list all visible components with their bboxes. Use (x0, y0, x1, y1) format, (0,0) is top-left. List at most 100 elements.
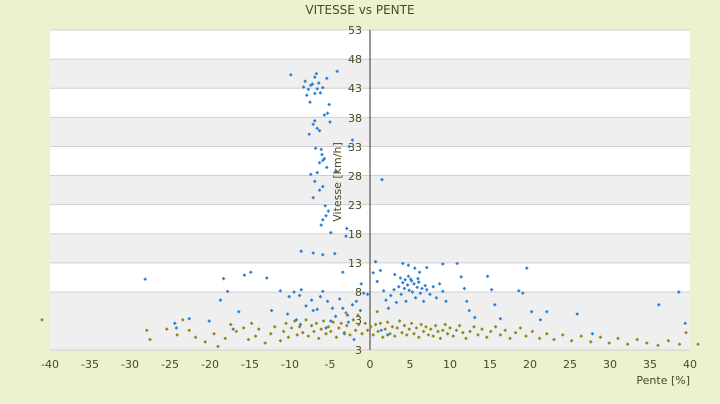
data-point (328, 329, 333, 334)
data-point (412, 266, 417, 270)
data-point (345, 313, 350, 318)
data-point (400, 280, 405, 285)
data-point (388, 331, 392, 336)
data-point (395, 326, 400, 330)
data-points (40, 69, 700, 349)
data-point (332, 251, 337, 256)
x-tick-label: 35 (643, 358, 657, 371)
data-point (376, 329, 380, 334)
data-point (380, 335, 385, 340)
data-point (403, 277, 408, 282)
data-point (472, 324, 476, 329)
data-point (410, 290, 415, 294)
data-point (319, 327, 324, 331)
data-point (148, 337, 152, 342)
data-point (223, 336, 228, 341)
y-tick-label: 18 (348, 228, 362, 241)
data-point (560, 333, 565, 337)
data-point (348, 333, 352, 337)
data-point (404, 299, 408, 304)
data-point (513, 330, 518, 335)
data-point (635, 337, 640, 342)
data-point (321, 319, 326, 323)
data-point (319, 223, 324, 227)
data-point (361, 291, 366, 295)
y-tick-label: 23 (348, 199, 362, 212)
data-point (304, 304, 308, 308)
data-point (320, 184, 325, 189)
data-point (457, 323, 462, 328)
data-point (379, 328, 384, 333)
data-point (324, 76, 329, 81)
data-point (392, 334, 397, 338)
data-point (326, 324, 331, 329)
data-point (451, 334, 456, 338)
data-point (363, 321, 368, 326)
data-point (443, 322, 448, 327)
data-point (438, 336, 443, 341)
x-tick-label: 0 (367, 358, 374, 371)
data-point (313, 146, 318, 151)
data-point (421, 329, 426, 334)
data-point (174, 326, 179, 330)
data-point (333, 169, 338, 174)
data-point (286, 335, 291, 340)
data-point (272, 324, 277, 329)
data-point (309, 323, 314, 328)
y-tick-label: 28 (348, 170, 362, 183)
x-tick-label: 25 (563, 358, 577, 371)
data-point (404, 333, 409, 337)
data-point (371, 270, 376, 275)
data-point (575, 312, 580, 316)
data-point (396, 284, 401, 289)
data-point (312, 179, 317, 184)
data-point (400, 261, 405, 266)
data-point (375, 279, 380, 284)
data-point (464, 336, 468, 341)
data-point (472, 315, 477, 320)
data-point (380, 177, 384, 182)
data-point (187, 328, 192, 333)
data-point (400, 330, 404, 335)
data-point (552, 337, 556, 342)
data-point (297, 324, 302, 329)
data-point (320, 85, 325, 90)
data-point (440, 262, 445, 266)
data-point (322, 156, 327, 161)
data-point (317, 128, 322, 133)
data-point (462, 286, 467, 291)
data-point (264, 276, 269, 280)
data-point (423, 283, 428, 288)
data-point (324, 213, 328, 218)
data-point (421, 299, 426, 304)
data-point (388, 293, 393, 298)
data-point (164, 327, 169, 331)
data-point (484, 335, 489, 340)
data-point (579, 334, 584, 338)
data-point (488, 329, 493, 334)
data-point (350, 302, 355, 307)
data-point (476, 333, 480, 337)
data-point (334, 335, 339, 340)
data-point (419, 322, 424, 327)
data-point (203, 340, 208, 344)
y-tick-label: 33 (348, 141, 362, 154)
data-point (312, 329, 316, 334)
data-point (437, 282, 442, 286)
data-point (242, 273, 247, 277)
data-point (590, 331, 595, 336)
x-tick-label: -5 (325, 358, 336, 371)
data-point (315, 307, 320, 312)
data-point (187, 316, 192, 321)
x-tick-label: -25 (161, 358, 179, 371)
data-point (524, 266, 529, 270)
x-tick-label: 10 (443, 358, 457, 371)
data-point (40, 318, 44, 322)
data-point (524, 334, 528, 338)
data-point (228, 322, 233, 327)
data-point (412, 282, 416, 286)
x-tick-label: 15 (483, 358, 497, 371)
